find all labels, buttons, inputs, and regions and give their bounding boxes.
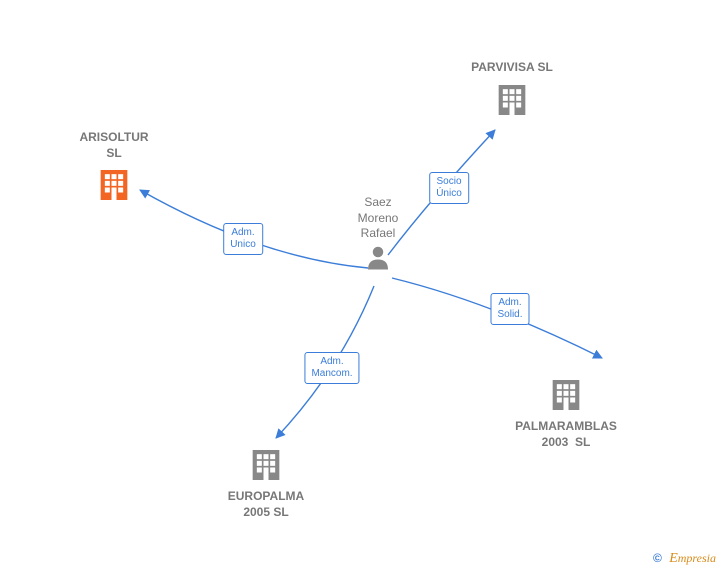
building-icon (54, 165, 174, 205)
node-label: Saez Moreno Rafael (318, 195, 438, 242)
node-label: EUROPALMA 2005 SL (206, 489, 326, 520)
brand-name: Empresia (669, 551, 716, 565)
node-company-parvivisa[interactable]: PARVIVISA SL (452, 60, 572, 120)
node-person-center[interactable]: Saez Moreno Rafael (318, 195, 438, 272)
building-icon (506, 375, 626, 415)
edge-label-arisoltur: Adm. Unico (223, 223, 263, 255)
building-icon (452, 80, 572, 120)
node-company-palmaramblas[interactable]: PALMARAMBLAS 2003 SL (506, 375, 626, 450)
node-company-europalma[interactable]: EUROPALMA 2005 SL (206, 445, 326, 520)
building-icon (206, 445, 326, 485)
node-company-arisoltur[interactable]: ARISOLTUR SL (54, 130, 174, 205)
footer-credit: © Empresia (653, 551, 716, 567)
edge-label-europalma: Adm. Mancom. (304, 352, 359, 384)
edges-layer (0, 0, 728, 575)
edge-label-palmaramblas: Adm. Solid. (490, 293, 529, 325)
diagram-canvas: Saez Moreno Rafael ARISOLTUR SL PARVIVIS… (0, 0, 728, 575)
copyright-symbol: © (653, 551, 662, 565)
node-label: PALMARAMBLAS 2003 SL (506, 419, 626, 450)
edge-label-parvivisa: Socio Único (429, 172, 469, 204)
node-label: ARISOLTUR SL (54, 130, 174, 161)
person-icon (318, 242, 438, 272)
node-label: PARVIVISA SL (452, 60, 572, 76)
